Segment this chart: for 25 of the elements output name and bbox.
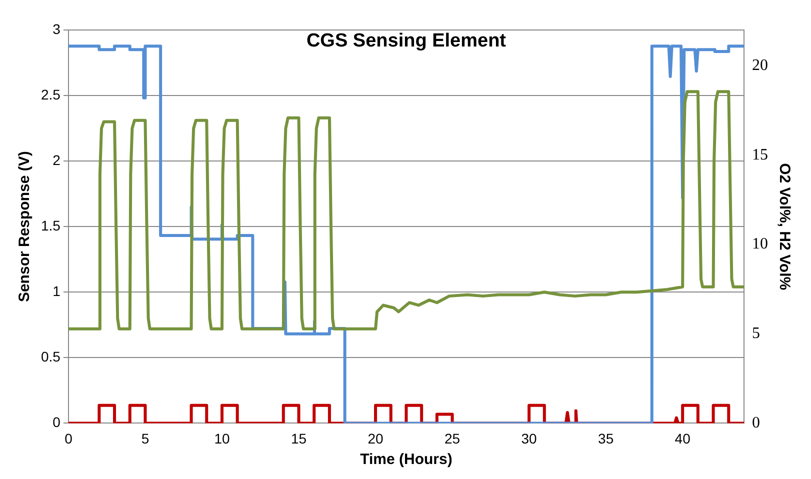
x-tick-label: 25: [444, 430, 460, 446]
y-tick-label: 0.5: [40, 348, 61, 365]
x-tick-label: 0: [64, 430, 73, 446]
x-tick-label: 35: [598, 430, 614, 446]
x-tick-label: 20: [368, 430, 384, 446]
x-tick-label: 15: [290, 430, 307, 446]
y-tick-label: 2: [52, 152, 61, 168]
y2-tick-label: 0: [752, 414, 760, 432]
y2-axis-title: O2 Vol%, H2 Vol%: [776, 163, 793, 290]
y-tick-label: 0: [52, 414, 61, 430]
y-tick-label: 1.5: [40, 217, 61, 234]
x-tick-label: 40: [674, 430, 691, 446]
y-tick-label: 1: [52, 282, 61, 299]
y-axis-title: Sensor Response (V): [16, 151, 34, 302]
y-tick-label: 3: [52, 20, 61, 37]
x-tick-label: 30: [521, 430, 538, 446]
x-tick-label: 5: [141, 430, 150, 446]
y2-tick-label: 10: [752, 236, 768, 253]
chart-title: CGS Sensing Element: [306, 30, 507, 52]
y2-tick-label: 20: [752, 56, 768, 74]
y2-tick-label: 15: [752, 146, 768, 164]
y-tick-label: 2.5: [40, 86, 61, 102]
x-axis-title: Time (Hours): [360, 451, 452, 468]
x-tick-label: 10: [214, 430, 230, 446]
y2-tick-label: 5: [752, 325, 760, 342]
